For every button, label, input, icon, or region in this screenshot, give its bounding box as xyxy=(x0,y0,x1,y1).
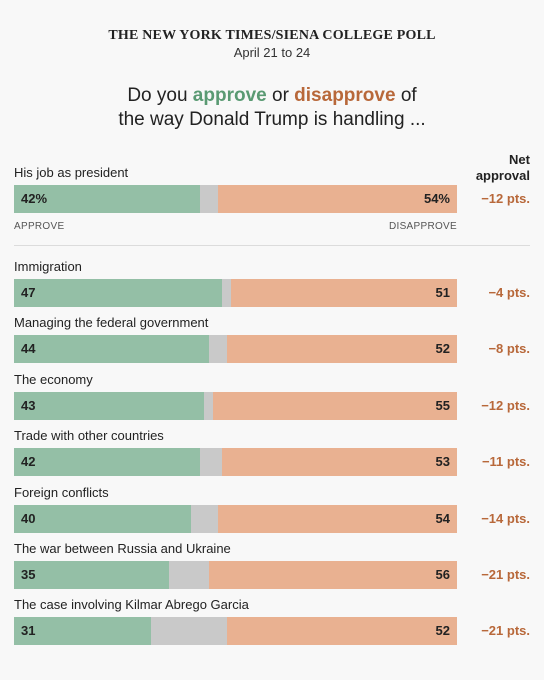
no-opinion-bar-segment xyxy=(191,505,218,533)
stacked-bar xyxy=(14,448,457,476)
section-divider xyxy=(14,245,530,246)
category-label: Foreign conflicts xyxy=(14,485,109,500)
category-label: His job as president xyxy=(14,165,129,180)
approve-bar-segment xyxy=(14,392,205,420)
approve-bar-segment xyxy=(14,279,223,307)
approve-word: approve xyxy=(192,85,267,106)
stacked-bar xyxy=(14,279,457,307)
disapprove-scale-label: DISAPPROVE xyxy=(388,221,457,232)
disapprove-word: disapprove xyxy=(294,85,396,106)
no-opinion-bar-segment xyxy=(200,448,223,476)
net-approval-value: −8 pts. xyxy=(488,341,530,356)
disapprove-bar-segment xyxy=(217,505,457,533)
approve-bar-segment xyxy=(14,185,201,213)
net-header-line-1: Net xyxy=(509,152,530,167)
approve-bar-segment xyxy=(14,561,170,589)
net-approval-value: −4 pts. xyxy=(488,285,530,300)
disapprove-value-label: 52 xyxy=(435,341,450,356)
chart-row: Immigration 47 51 −4 pts. xyxy=(14,259,534,309)
approve-value-label: 47 xyxy=(21,285,36,300)
category-label: Managing the federal government xyxy=(14,315,209,330)
net-approval-value: −14 pts. xyxy=(481,511,530,526)
disapprove-value-label: 52 xyxy=(435,623,450,638)
net-approval-value: −21 pts. xyxy=(481,623,530,638)
stacked-bar xyxy=(14,335,457,363)
net-approval-header: Net approval xyxy=(470,152,530,184)
net-approval-value: −11 pts. xyxy=(481,454,530,469)
disapprove-value-label: 54% xyxy=(423,191,450,206)
stacked-bar xyxy=(14,392,457,420)
approve-value-label: 42 xyxy=(21,454,36,469)
stacked-bar xyxy=(14,561,457,589)
question-line-2: the way Donald Trump is handling ... xyxy=(118,109,426,130)
approve-scale-label: APPROVE xyxy=(14,221,65,232)
approve-value-label: 31 xyxy=(21,623,36,638)
stacked-bar xyxy=(14,505,457,533)
chart-row: Foreign conflicts 40 54 −14 pts. xyxy=(14,485,534,535)
chart-row: His job as president 42% 54% −12 pts. APPROV… xyxy=(14,165,534,241)
category-label: The economy xyxy=(14,372,93,387)
poll-source: THE NEW YORK TIMES/SIENA COLLEGE POLL xyxy=(108,28,436,43)
question-prefix: Do you xyxy=(127,85,193,106)
disapprove-value-label: 53 xyxy=(435,454,450,469)
category-label: The case involving Kilmar Abrego Garcia xyxy=(14,597,249,612)
no-opinion-bar-segment xyxy=(204,392,214,420)
stacked-bar xyxy=(14,617,457,645)
disapprove-value-label: 51 xyxy=(435,285,450,300)
approve-bar-segment xyxy=(14,505,192,533)
chart-row: The case involving Kilmar Abrego Garcia 3… xyxy=(14,597,534,647)
approve-bar-segment xyxy=(14,617,152,645)
net-approval-value: −21 pts. xyxy=(481,567,530,582)
disapprove-value-label: 55 xyxy=(435,398,450,413)
disapprove-bar-segment xyxy=(231,279,457,307)
category-label: Trade with other countries xyxy=(14,428,164,443)
question-title: Do you approve or disapprove of the way … xyxy=(0,84,544,132)
no-opinion-bar-segment xyxy=(151,617,227,645)
net-header-line-2: approval xyxy=(475,168,530,183)
disapprove-bar-segment xyxy=(217,185,457,213)
no-opinion-bar-segment xyxy=(200,185,218,213)
approve-value-label: 43 xyxy=(21,398,36,413)
no-opinion-bar-segment xyxy=(208,335,227,363)
no-opinion-bar-segment xyxy=(222,279,232,307)
approve-bar-segment xyxy=(14,335,209,363)
disapprove-value-label: 54 xyxy=(435,511,450,526)
approve-bar-segment xyxy=(14,448,201,476)
disapprove-bar-segment xyxy=(226,617,457,645)
net-approval-value: −12 pts. xyxy=(481,398,530,413)
disapprove-bar-segment xyxy=(226,335,457,363)
category-label: The war between Russia and Ukraine xyxy=(14,541,231,556)
approve-value-label: 40 xyxy=(21,511,36,526)
disapprove-bar-segment xyxy=(213,392,457,420)
approve-value-label: 35 xyxy=(21,567,36,582)
disapprove-bar-segment xyxy=(222,448,457,476)
disapprove-value-label: 56 xyxy=(435,567,450,582)
disapprove-bar-segment xyxy=(208,561,457,589)
net-approval-value: −12 pts. xyxy=(481,191,530,206)
stacked-bar xyxy=(14,185,457,213)
chart-row: The economy 43 55 −12 pts. xyxy=(14,372,534,422)
approve-value-label: 44 xyxy=(21,341,36,356)
question-connector: or xyxy=(266,85,295,106)
chart-row: Managing the federal government 44 52 −8 pt… xyxy=(14,315,534,365)
approve-value-label: 42% xyxy=(21,191,48,206)
question-suffix: of xyxy=(395,85,417,106)
poll-dates: April 21 to 24 xyxy=(233,45,311,60)
chart-row: Trade with other countries 42 53 −11 pts. xyxy=(14,428,534,478)
no-opinion-bar-segment xyxy=(169,561,209,589)
chart-row: The war between Russia and Ukraine 35 56 −2… xyxy=(14,541,534,591)
category-label: Immigration xyxy=(14,259,82,274)
